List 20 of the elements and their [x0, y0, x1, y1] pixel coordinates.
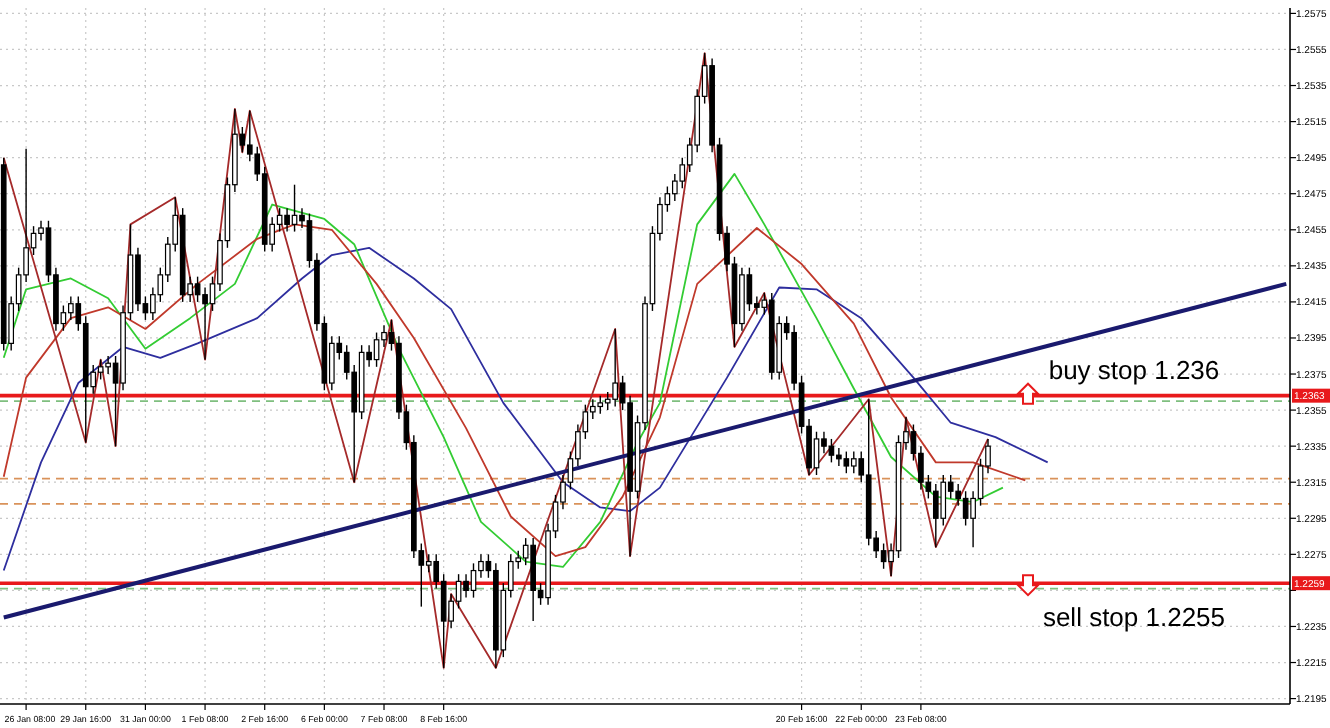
- candlestick: [836, 447, 842, 467]
- candlestick: [597, 394, 604, 415]
- candlestick: [284, 207, 290, 233]
- candlestick: [425, 553, 432, 574]
- candlestick: [194, 275, 201, 303]
- candlestick: [68, 295, 74, 321]
- candlestick: [850, 450, 857, 474]
- candlestick: [463, 573, 469, 599]
- candlestick: [932, 483, 939, 548]
- candlestick: [880, 542, 887, 570]
- candlestick: [612, 328, 619, 408]
- candlestick: [202, 286, 208, 361]
- candlestick: [962, 490, 969, 527]
- line-series: [2, 52, 989, 669]
- annotation: sell stop 1.2255: [1042, 602, 1226, 633]
- candlestick: [843, 450, 850, 474]
- annotation: buy stop 1.236: [1048, 354, 1220, 385]
- candlestick: [97, 358, 104, 381]
- line-series: [2, 172, 1004, 568]
- candlestick: [530, 537, 536, 622]
